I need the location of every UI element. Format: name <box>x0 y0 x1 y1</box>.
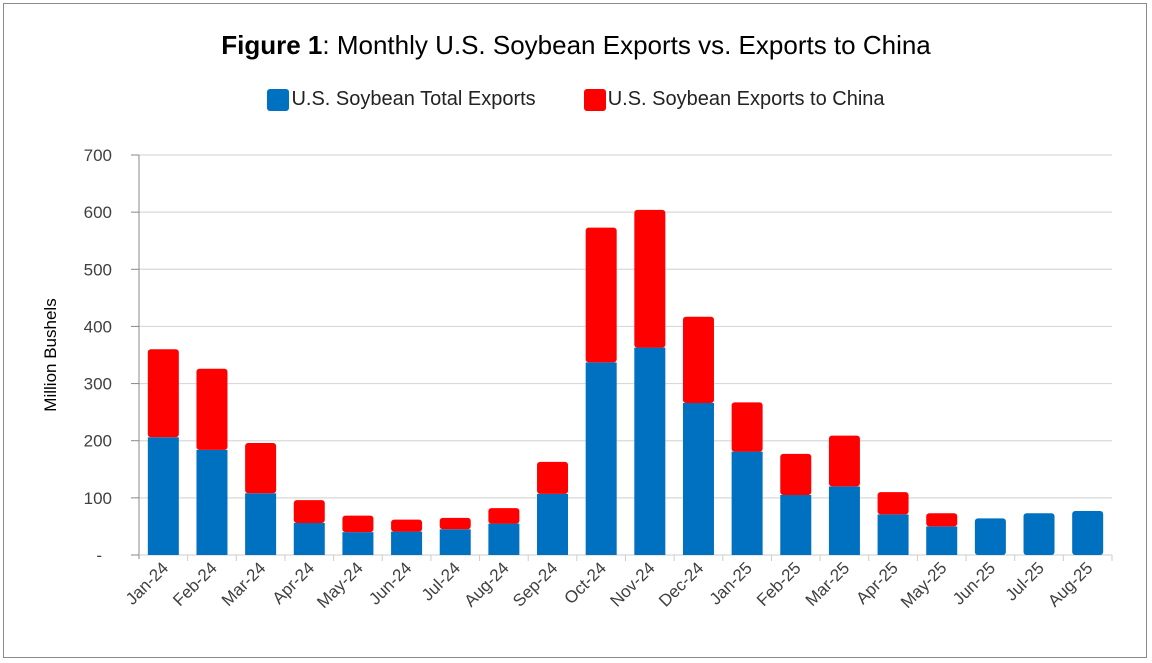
bar-total <box>439 529 471 555</box>
bar-china <box>731 402 763 452</box>
x-tick-label: Apr-24 <box>269 558 319 608</box>
bar-total <box>293 523 325 555</box>
y-tick-label: - <box>96 546 102 565</box>
bar-total <box>974 518 1006 555</box>
bar-total <box>391 531 423 555</box>
x-tick-label: May-24 <box>313 558 367 612</box>
bar-china <box>877 492 909 515</box>
x-tick-label: Jul-24 <box>418 558 464 604</box>
legend-swatch-china <box>583 88 606 111</box>
x-tick-label: Sep-24 <box>509 558 561 610</box>
x-tick-label: Feb-24 <box>169 558 221 610</box>
x-tick-label: Oct-24 <box>560 558 610 608</box>
x-tick-label: Mar-25 <box>802 558 854 610</box>
bar-china <box>537 461 569 494</box>
bar-china <box>391 519 423 532</box>
legend-item-total: U.S. Soybean Total Exports <box>267 88 536 111</box>
x-tick-label: Jan-25 <box>706 558 756 608</box>
bar-china <box>147 349 179 438</box>
bar-china <box>488 508 520 524</box>
bar-china <box>682 316 714 403</box>
x-tick-label: Feb-25 <box>753 558 805 610</box>
bar-china <box>245 443 277 494</box>
bar-china <box>196 368 228 450</box>
bar-total <box>828 486 860 555</box>
y-tick-label: 400 <box>84 317 112 336</box>
title-text: : Monthly U.S. Soybean Exports vs. Expor… <box>322 30 931 60</box>
y-tick-label: 600 <box>84 203 112 222</box>
legend-label-china: U.S. Soybean Exports to China <box>607 88 885 110</box>
bar-total <box>926 526 958 555</box>
legend-swatch-total <box>267 88 290 111</box>
bar-total <box>342 532 374 555</box>
x-tick-label: Jun-24 <box>365 558 415 608</box>
bar-china <box>585 227 617 363</box>
y-axis-label: Million Bushels <box>41 298 60 411</box>
bar-china <box>634 209 666 348</box>
x-tick-label: Mar-24 <box>218 558 270 610</box>
bar-china <box>439 517 471 530</box>
x-tick-label: Jul-25 <box>1002 558 1048 604</box>
bar-total <box>147 437 179 555</box>
bar-total <box>780 495 812 555</box>
bar-total <box>245 493 277 555</box>
bar-total <box>488 523 520 555</box>
bar-china <box>828 435 860 487</box>
chart-title: Figure 1: Monthly U.S. Soybean Exports v… <box>0 30 1152 61</box>
bar-total <box>585 362 617 555</box>
bar-total <box>537 493 569 555</box>
x-tick-label: Apr-25 <box>852 558 902 608</box>
y-tick-label: 700 <box>84 146 112 165</box>
y-tick-label: 500 <box>84 260 112 279</box>
x-tick-label: Nov-24 <box>606 558 658 610</box>
bar-total <box>196 449 228 555</box>
x-tick-label: Aug-25 <box>1044 558 1096 610</box>
bar-total <box>682 403 714 555</box>
legend-item-china: U.S. Soybean Exports to China <box>583 88 885 111</box>
x-tick-label: Aug-24 <box>460 558 512 610</box>
bar-china <box>926 513 958 527</box>
bar-china <box>293 500 325 523</box>
bar-china <box>780 453 812 495</box>
bar-china <box>342 515 374 533</box>
legend: U.S. Soybean Total Exports U.S. Soybean … <box>0 88 1152 111</box>
bar-total <box>1023 513 1055 555</box>
bar-total <box>877 514 909 555</box>
x-tick-label: Jun-25 <box>949 558 999 608</box>
x-tick-label: Jan-24 <box>122 558 172 608</box>
y-tick-label: 300 <box>84 375 112 394</box>
y-tick-label: 100 <box>84 489 112 508</box>
y-tick-label: 200 <box>84 432 112 451</box>
bar-total <box>1072 511 1104 555</box>
chart-frame <box>3 3 1147 658</box>
bar-total <box>634 347 666 555</box>
title-figure-label: Figure 1 <box>221 30 323 60</box>
legend-label-total: U.S. Soybean Total Exports <box>291 88 536 110</box>
x-tick-label: Dec-24 <box>655 558 707 610</box>
x-tick-label: May-25 <box>897 558 951 612</box>
bar-total <box>731 451 763 555</box>
